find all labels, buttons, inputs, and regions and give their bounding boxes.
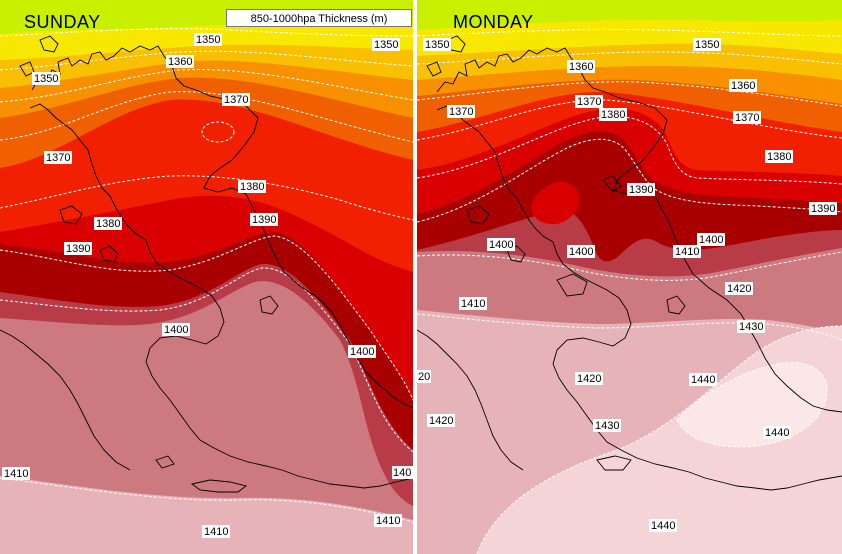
contour-label: 1350 (34, 73, 58, 85)
contour-label: 1400 (350, 346, 374, 358)
day-title-monday: MONDAY (453, 12, 534, 32)
monday-contour-labels: 1350 1360 1350 1370 1370 1360 1380 1370 … (417, 38, 837, 532)
contour-label: 1390 (629, 184, 653, 196)
monday-map-panel: 1350 1360 1350 1370 1370 1360 1380 1370 … (417, 0, 842, 554)
band-palest-pink (677, 362, 827, 447)
contour-label: 1360 (569, 61, 593, 73)
contour-label: 1390 (252, 214, 276, 226)
contour-label: 1440 (691, 374, 715, 386)
contour-label: 1410 (461, 298, 485, 310)
contour-label: 1360 (168, 56, 192, 68)
contour-label: 1360 (731, 80, 755, 92)
contour-label: 1390 (66, 243, 90, 255)
contour-label: 1350 (374, 39, 398, 51)
contour-label: 1390 (811, 203, 835, 215)
contour-label: 1370 (449, 106, 473, 118)
contour-label: 1380 (601, 109, 625, 121)
contour-label: 1410 (4, 468, 28, 480)
crimson-pocket (531, 181, 580, 225)
sunday-contour-labels: 1350 1350 1360 1350 1370 1370 1380 1380 … (2, 33, 413, 538)
contour-label: 1420 (429, 415, 453, 427)
contour-label: 1410 (376, 515, 400, 527)
band-yellow-green (0, 0, 413, 34)
contour-label: 1380 (767, 151, 791, 163)
contour-label: 1380 (96, 218, 120, 230)
sunday-isolines (0, 28, 413, 523)
sunday-map-panel: 1350 1350 1360 1350 1370 1370 1380 1380 … (0, 0, 413, 554)
contour-label: 1400 (569, 246, 593, 258)
contour-label: 1350 (196, 34, 220, 46)
contour-label: 1400 (699, 234, 723, 246)
contour-label: 1350 (425, 39, 449, 51)
contour-label: 1420 (727, 283, 751, 295)
band-dusty-rose (0, 281, 413, 554)
warm-pocket (136, 108, 256, 186)
contour-label: 1400 (489, 239, 513, 251)
contour-label: 140 (393, 467, 411, 479)
panel-divider (413, 0, 417, 554)
contour-label: 1430 (739, 321, 763, 333)
day-title-sunday: SUNDAY (24, 12, 101, 32)
contour-label: 1370 (224, 94, 248, 106)
contour-label: 1430 (595, 420, 619, 432)
monday-coastline (417, 35, 842, 491)
contour-label: 1440 (765, 427, 789, 439)
band-light-rose (0, 476, 413, 554)
legend-title: 850-1000hpa Thickness (m) (226, 9, 412, 27)
contour-label: 1380 (240, 181, 264, 193)
contour-label: 20 (418, 371, 430, 383)
contour-label: 1440 (651, 520, 675, 532)
monday-map: 1350 1360 1350 1370 1370 1360 1380 1370 … (417, 0, 842, 554)
contour-label: 1410 (675, 246, 699, 258)
sunday-map: 1350 1350 1360 1350 1370 1370 1380 1380 … (0, 0, 413, 554)
contour-label: 1420 (577, 373, 601, 385)
contour-label: 1370 (46, 152, 70, 164)
contour-label: 1370 (577, 96, 601, 108)
contour-label: 1410 (204, 526, 228, 538)
monday-isolines (417, 28, 842, 554)
contour-label: 1400 (164, 324, 188, 336)
contour-label: 1370 (735, 112, 759, 124)
band-yellow-green (417, 0, 842, 30)
contour-label: 1350 (695, 39, 719, 51)
